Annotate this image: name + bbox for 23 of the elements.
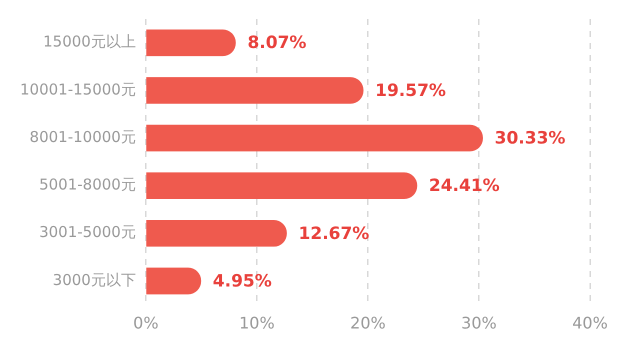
- data-label: 12.67%: [298, 224, 370, 244]
- bar: [146, 77, 364, 104]
- bar: [146, 172, 418, 200]
- y-tick-label: 10001-15000元: [20, 80, 136, 98]
- x-tick-label: 40%: [572, 314, 608, 333]
- data-label: 8.07%: [247, 33, 306, 54]
- bar: [146, 268, 202, 294]
- bar: [146, 220, 287, 247]
- x-tick-label: 30%: [461, 314, 497, 333]
- y-tick-label: 3001-5000元: [39, 223, 136, 242]
- data-label: 24.41%: [428, 176, 500, 196]
- data-label: 19.57%: [375, 80, 446, 101]
- x-tick-label: 20%: [350, 314, 386, 333]
- x-tick-label: 10%: [239, 314, 275, 333]
- y-tick-label: 5001-8000元: [39, 176, 136, 194]
- bar: [146, 124, 483, 152]
- data-label: 4.95%: [212, 271, 272, 292]
- x-tick-label: 0%: [133, 314, 159, 333]
- bar: [146, 29, 236, 56]
- y-tick-label: 8001-10000元: [30, 128, 136, 146]
- data-label: 30.33%: [494, 128, 566, 149]
- y-tick-label: 15000元以上: [43, 32, 136, 51]
- y-tick-label: 3000元以下: [52, 270, 136, 289]
